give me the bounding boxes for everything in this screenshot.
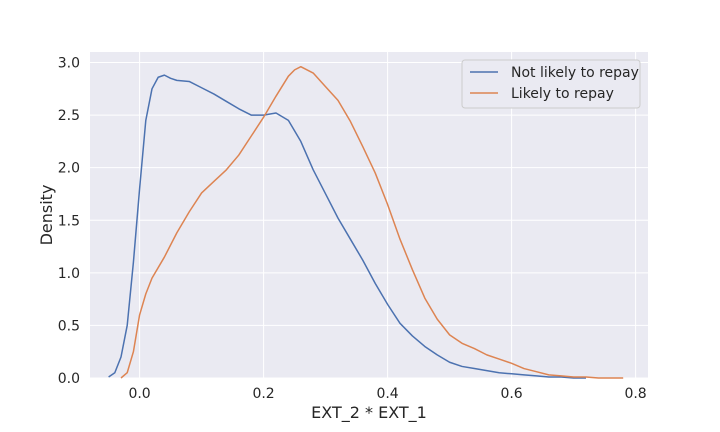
x-tick-label: 0.6 [500, 386, 522, 402]
legend-box [461, 59, 641, 109]
y-tick-label: 0.0 [58, 371, 80, 387]
y-tick-labels: 0.0 0.5 1.0 1.5 2.0 2.5 3.0 [58, 56, 80, 387]
x-axis-label: EXT_2 * EXT_1 [311, 403, 427, 423]
x-tick-labels: 0.0 0.2 0.4 0.6 0.8 [128, 386, 646, 402]
legend-label-likely: Likely to repay [511, 86, 614, 102]
y-tick-label: 2.5 [58, 108, 80, 124]
grid-lines [90, 52, 648, 379]
y-tick-label: 3.0 [58, 56, 80, 72]
x-tick-label: 0.8 [624, 386, 646, 402]
series-line-0 [108, 74, 586, 379]
y-tick-label: 1.5 [58, 213, 80, 229]
x-tick-label: 0.2 [252, 386, 274, 402]
x-tick-label: 0.0 [128, 386, 150, 402]
legend: Not likely to repay Likely to repay [461, 59, 641, 109]
series-line-1 [120, 65, 624, 379]
y-axis-label: Density [37, 185, 56, 246]
legend-label-not-likely: Not likely to repay [511, 65, 639, 81]
y-tick-label: 2.0 [58, 161, 80, 177]
series-lines [108, 65, 624, 379]
y-tick-label: 1.0 [58, 266, 80, 282]
x-tick-label: 0.4 [376, 386, 398, 402]
y-tick-label: 0.5 [58, 318, 80, 334]
